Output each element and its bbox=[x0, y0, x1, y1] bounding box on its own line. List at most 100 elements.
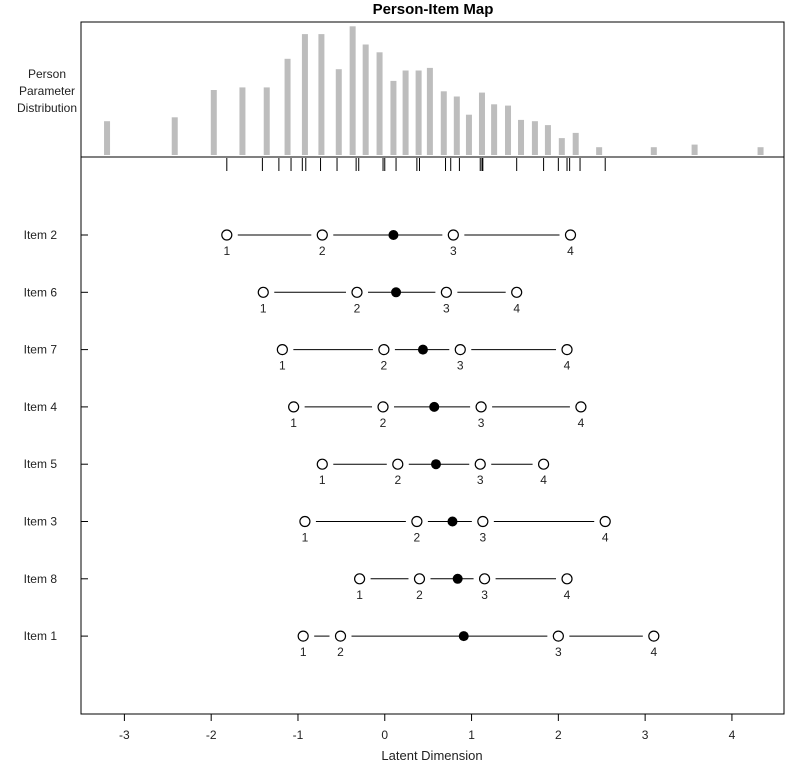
distribution-bar-27 bbox=[596, 147, 603, 155]
distribution-bar-9 bbox=[349, 26, 356, 155]
threshold-label: 1 bbox=[260, 301, 267, 315]
threshold-point bbox=[316, 458, 328, 470]
distribution-bar-30 bbox=[757, 147, 764, 155]
distribution-bar-0 bbox=[104, 121, 111, 155]
distribution-bar-15 bbox=[426, 67, 433, 155]
threshold-point bbox=[353, 573, 366, 585]
x-tick-label: 2 bbox=[555, 728, 562, 742]
distribution-bar-19 bbox=[478, 92, 485, 155]
distribution-bar-7 bbox=[318, 34, 325, 155]
x-tick-label: -3 bbox=[119, 728, 130, 742]
item-location-point bbox=[458, 631, 469, 642]
threshold-label: 3 bbox=[478, 416, 485, 430]
distribution-bars bbox=[104, 26, 764, 155]
threshold-point bbox=[276, 344, 288, 356]
threshold-label: 3 bbox=[555, 645, 562, 659]
item-location-point bbox=[452, 573, 463, 584]
threshold-label: 3 bbox=[457, 359, 464, 373]
item-label: Item 1 bbox=[24, 629, 58, 643]
threshold-label: 2 bbox=[416, 588, 423, 602]
threshold-point bbox=[299, 515, 311, 528]
threshold-point bbox=[475, 401, 487, 413]
distribution-bar-8 bbox=[335, 69, 342, 155]
x-tick-label: 3 bbox=[642, 728, 649, 742]
threshold-label: 3 bbox=[477, 473, 484, 487]
threshold-point bbox=[575, 401, 587, 413]
item-row-7: Item 8 1 2 3 4 bbox=[24, 572, 573, 602]
distribution-bar-10 bbox=[362, 44, 369, 155]
distribution-bar-29 bbox=[691, 144, 698, 155]
distribution-label-line-3: Distribution bbox=[17, 101, 77, 115]
item-location-point bbox=[391, 287, 402, 298]
threshold-label: 2 bbox=[381, 359, 388, 373]
threshold-label: 4 bbox=[578, 416, 585, 430]
threshold-label: 4 bbox=[602, 531, 609, 545]
threshold-label: 1 bbox=[319, 473, 326, 487]
distribution-bar-25 bbox=[558, 138, 565, 155]
threshold-point bbox=[440, 286, 452, 298]
chart-title: Person-Item Map bbox=[373, 1, 494, 18]
threshold-point bbox=[378, 344, 390, 356]
threshold-label: 4 bbox=[567, 244, 574, 258]
distribution-bar-20 bbox=[491, 104, 498, 155]
distribution-label-line-2: Parameter bbox=[19, 84, 75, 98]
threshold-label: 4 bbox=[650, 645, 657, 659]
threshold-point bbox=[552, 630, 564, 642]
item-label: Item 5 bbox=[24, 457, 58, 471]
threshold-label: 2 bbox=[380, 416, 387, 430]
lower-panel-frame bbox=[80, 156, 785, 715]
item-label: Item 2 bbox=[24, 228, 58, 242]
item-label: Item 6 bbox=[24, 285, 58, 299]
distribution-bar-3 bbox=[239, 87, 246, 155]
threshold-label: 4 bbox=[513, 301, 520, 315]
threshold-point bbox=[334, 630, 347, 642]
item-label: Item 8 bbox=[24, 572, 58, 586]
threshold-point bbox=[561, 344, 573, 356]
threshold-label: 2 bbox=[337, 645, 344, 659]
x-tick-label: 4 bbox=[729, 728, 736, 742]
distribution-bar-5 bbox=[284, 58, 291, 155]
item-row-8: Item 1 1 2 3 4 bbox=[24, 629, 660, 659]
threshold-label: 4 bbox=[564, 359, 571, 373]
threshold-point bbox=[511, 286, 523, 298]
distribution-bar-17 bbox=[453, 96, 460, 155]
item-row-5: Item 5 1 2 3 4 bbox=[24, 457, 550, 487]
threshold-point bbox=[221, 229, 233, 241]
distribution-bar-14 bbox=[415, 70, 422, 155]
distribution-bar-16 bbox=[440, 91, 447, 155]
x-tick-label: 1 bbox=[468, 728, 475, 742]
distribution-bar-18 bbox=[465, 114, 472, 155]
item-location-point bbox=[447, 516, 458, 527]
distribution-bar-6 bbox=[301, 34, 308, 155]
threshold-point bbox=[351, 286, 363, 298]
x-tick-label: -2 bbox=[206, 728, 217, 742]
distribution-bar-21 bbox=[505, 105, 512, 155]
threshold-label: 2 bbox=[319, 244, 326, 258]
x-tick-label: 0 bbox=[381, 728, 388, 742]
threshold-label: 1 bbox=[356, 588, 363, 602]
threshold-point bbox=[537, 458, 550, 470]
item-row-6: Item 3 1 2 3 4 bbox=[24, 515, 611, 545]
distribution-bar-24 bbox=[544, 125, 551, 155]
distribution-bar-26 bbox=[572, 132, 579, 155]
threshold-point bbox=[478, 573, 491, 585]
threshold-point bbox=[257, 286, 269, 298]
item-row-2: Item 6 1 2 3 4 bbox=[24, 285, 523, 315]
item-row-4: Item 4 1 2 3 4 bbox=[24, 400, 587, 430]
x-tick-label: -1 bbox=[293, 728, 304, 742]
threshold-point bbox=[477, 515, 489, 528]
distribution-bar-4 bbox=[263, 87, 270, 155]
threshold-label: 2 bbox=[394, 473, 401, 487]
threshold-point bbox=[474, 458, 486, 470]
distribution-bar-28 bbox=[650, 147, 657, 155]
distribution-bar-11 bbox=[376, 52, 383, 155]
item-label: Item 4 bbox=[24, 400, 58, 414]
threshold-point bbox=[316, 229, 328, 241]
item-location-point bbox=[430, 459, 441, 470]
threshold-label: 1 bbox=[302, 531, 309, 545]
distribution-bar-12 bbox=[390, 80, 397, 155]
item-row-1: Item 2 1 2 3 4 bbox=[24, 228, 577, 258]
threshold-label: 3 bbox=[479, 531, 486, 545]
threshold-point bbox=[413, 573, 426, 585]
